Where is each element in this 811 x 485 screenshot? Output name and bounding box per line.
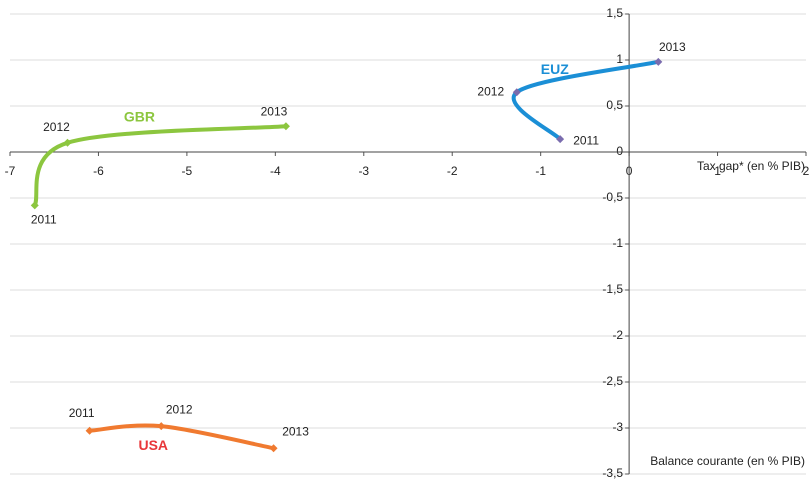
x-tick-label: -4 xyxy=(270,164,281,178)
point-label: 2012 xyxy=(43,120,70,134)
y-tick-label: -1 xyxy=(612,236,623,250)
series-line xyxy=(87,423,276,451)
y-tick-label: 0,5 xyxy=(606,98,623,112)
x-tick-label: -6 xyxy=(93,164,104,178)
marker xyxy=(269,444,278,453)
marker xyxy=(157,422,166,431)
point-label: 2011 xyxy=(69,406,95,420)
y-tick-label: -3,5 xyxy=(602,466,623,480)
y-tick-label: -1,5 xyxy=(602,282,623,296)
point-label: 2011 xyxy=(31,213,57,227)
marker xyxy=(63,138,72,147)
x-axis-label: Tax gap* (en % PIB) xyxy=(697,159,805,173)
series-label: EUZ xyxy=(541,61,569,77)
marker xyxy=(85,426,94,435)
x-tick-label: -1 xyxy=(535,164,546,178)
x-tick-label: -3 xyxy=(358,164,369,178)
point-label: 2012 xyxy=(166,402,193,416)
y-tick-label: -2,5 xyxy=(602,374,623,388)
point-label: 2013 xyxy=(282,424,309,438)
marker xyxy=(281,122,290,131)
x-tick-label: 2 xyxy=(803,164,810,178)
marker xyxy=(30,201,39,210)
series-line xyxy=(32,124,288,208)
y-tick-label: -2 xyxy=(612,328,623,342)
point-label: 2012 xyxy=(477,84,504,98)
y-tick-label: -0,5 xyxy=(602,190,623,204)
point-label: 2013 xyxy=(659,40,686,54)
x-tick-label: -5 xyxy=(182,164,193,178)
series-label: USA xyxy=(138,437,168,453)
y-tick-label: -3 xyxy=(612,420,623,434)
marker xyxy=(654,57,663,66)
x-tick-label: 1 xyxy=(714,164,721,178)
x-tick-label: -2 xyxy=(447,164,458,178)
marker xyxy=(512,88,521,97)
y-tick-label: 1 xyxy=(616,52,623,66)
point-label: 2013 xyxy=(261,104,288,118)
y-axis-label: Balance courante (en % PIB) xyxy=(650,454,805,468)
point-label: 2011 xyxy=(573,133,599,147)
marker xyxy=(556,135,565,144)
y-tick-label: 0 xyxy=(616,144,623,158)
series-label: GBR xyxy=(124,109,155,125)
x-tick-label: -7 xyxy=(5,164,16,178)
y-tick-label: 1,5 xyxy=(606,6,623,20)
series-line xyxy=(511,59,661,142)
